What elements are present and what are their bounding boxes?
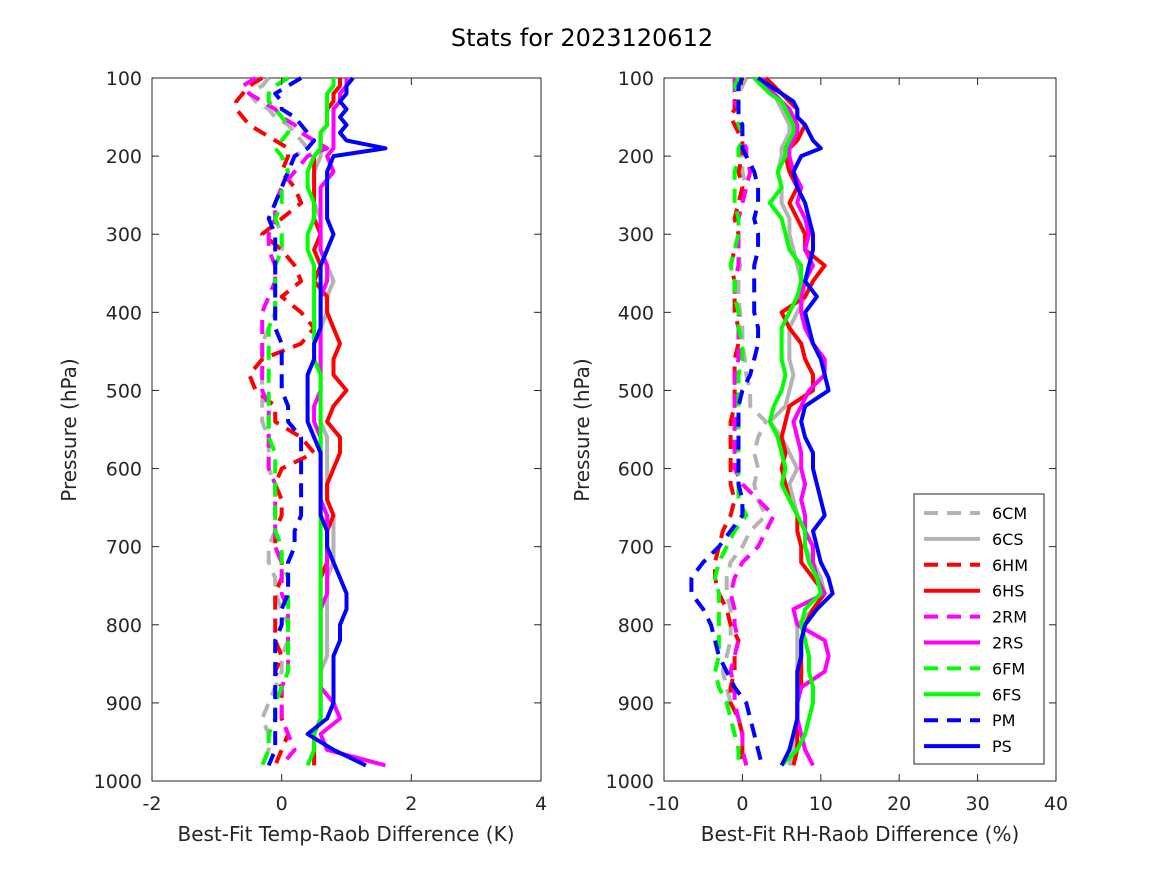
legend-label-6fm: 6FM [992, 659, 1025, 678]
temp-ticks: -2 0 2 4 100 200 300 400 500 600 700 800 900 1000 [94, 68, 547, 815]
rh-y-tick-label: 1000 [606, 771, 654, 793]
rh-x-tick-label: 0 [736, 793, 748, 815]
temp-series-2rm [240, 76, 330, 767]
temp-y-tick-label: 300 [106, 224, 142, 246]
rh-y-tick-label: 500 [618, 380, 654, 402]
rh-series-6fm [713, 77, 749, 766]
temp-x-tick-label: 2 [405, 793, 417, 815]
temp-series-6cm [247, 76, 310, 767]
temp-panel: -2 0 2 4 100 200 300 400 500 600 700 800 900 1000 Bes… [57, 68, 547, 846]
temp-series-6fm [260, 76, 291, 767]
temp-series-6hm [234, 76, 317, 767]
rh-x-tick-label: -10 [648, 793, 679, 815]
rh-series-2rm [728, 78, 776, 766]
temp-x-tick-label: 4 [535, 793, 547, 815]
temp-series-6fs [305, 78, 336, 767]
rh-y-tick-label: 200 [618, 146, 654, 168]
temp-y-tick-label: 100 [106, 68, 142, 90]
temp-y-tick-label: 700 [106, 537, 142, 559]
rh-y-tick-label: 900 [618, 693, 654, 715]
rh-series-6cs [760, 77, 827, 766]
rh-series-ps [756, 76, 835, 767]
temp-series-layer [234, 76, 388, 768]
rh-y-tick-label: 800 [618, 615, 654, 637]
rh-y-tick-label: 100 [618, 68, 654, 90]
temp-y-tick-label: 200 [106, 146, 142, 168]
rh-x-tick-label: 40 [1044, 793, 1068, 815]
temp-series-pm [266, 76, 317, 767]
legend-label-6hm: 6HM [992, 556, 1028, 575]
figure-title: Stats for 2023120612 [451, 24, 713, 52]
legend: 6CM 6CS 6HM 6HS 2RM 2RS 6FM 6FS PM PS [913, 493, 1045, 765]
rh-series-2rs [760, 77, 831, 767]
rh-y-tick-label: 700 [618, 537, 654, 559]
temp-y-tick-label: 400 [106, 302, 142, 324]
legend-label-ps: PS [992, 737, 1012, 756]
legend-box [913, 493, 1045, 765]
legend-label-2rs: 2RS [992, 634, 1023, 653]
rh-y-tick-label: 400 [618, 302, 654, 324]
rh-y-tick-label: 300 [618, 224, 654, 246]
rh-y-tick-label: 600 [618, 459, 654, 481]
rh-x-tick-label: 30 [966, 793, 990, 815]
legend-label-6cs: 6CS [992, 530, 1024, 549]
temp-series-ps [305, 76, 388, 768]
rh-y-axis-label: Pressure (hPa) [570, 358, 594, 501]
temp-x-tick-label: 0 [276, 793, 288, 815]
temp-axes-box [151, 77, 542, 782]
temp-y-tick-label: 1000 [94, 771, 142, 793]
rh-x-tick-label: 10 [809, 793, 833, 815]
rh-series-layer [689, 76, 835, 767]
rh-x-tick-label: 20 [887, 793, 911, 815]
temp-y-tick-label: 500 [106, 380, 142, 402]
temp-y-tick-label: 800 [106, 615, 142, 637]
rh-panel: -10 0 10 20 30 40 100 200 300 400 500 600 700 800 900 1… [570, 68, 1068, 846]
legend-label-pm: PM [992, 711, 1015, 730]
rh-series-6hm [713, 77, 745, 766]
legend-label-2rm: 2RM [992, 608, 1027, 627]
rh-series-6fs [752, 76, 823, 767]
temp-y-axis-label: Pressure (hPa) [57, 358, 81, 501]
legend-label-6fs: 6FS [992, 685, 1021, 704]
temp-y-tick-label: 600 [106, 459, 142, 481]
temp-x-axis-label: Best-Fit Temp-Raob Difference (K) [177, 822, 514, 846]
temp-x-tick-label: -2 [143, 793, 162, 815]
legend-label-6cm: 6CM [992, 504, 1027, 523]
rh-ticks: -10 0 10 20 30 40 100 200 300 400 500 600 700 800 900 1… [606, 68, 1068, 815]
rh-x-axis-label: Best-Fit RH-Raob Difference (%) [701, 822, 1020, 846]
legend-label-6hs: 6HS [992, 582, 1024, 601]
temp-y-tick-label: 900 [106, 693, 142, 715]
